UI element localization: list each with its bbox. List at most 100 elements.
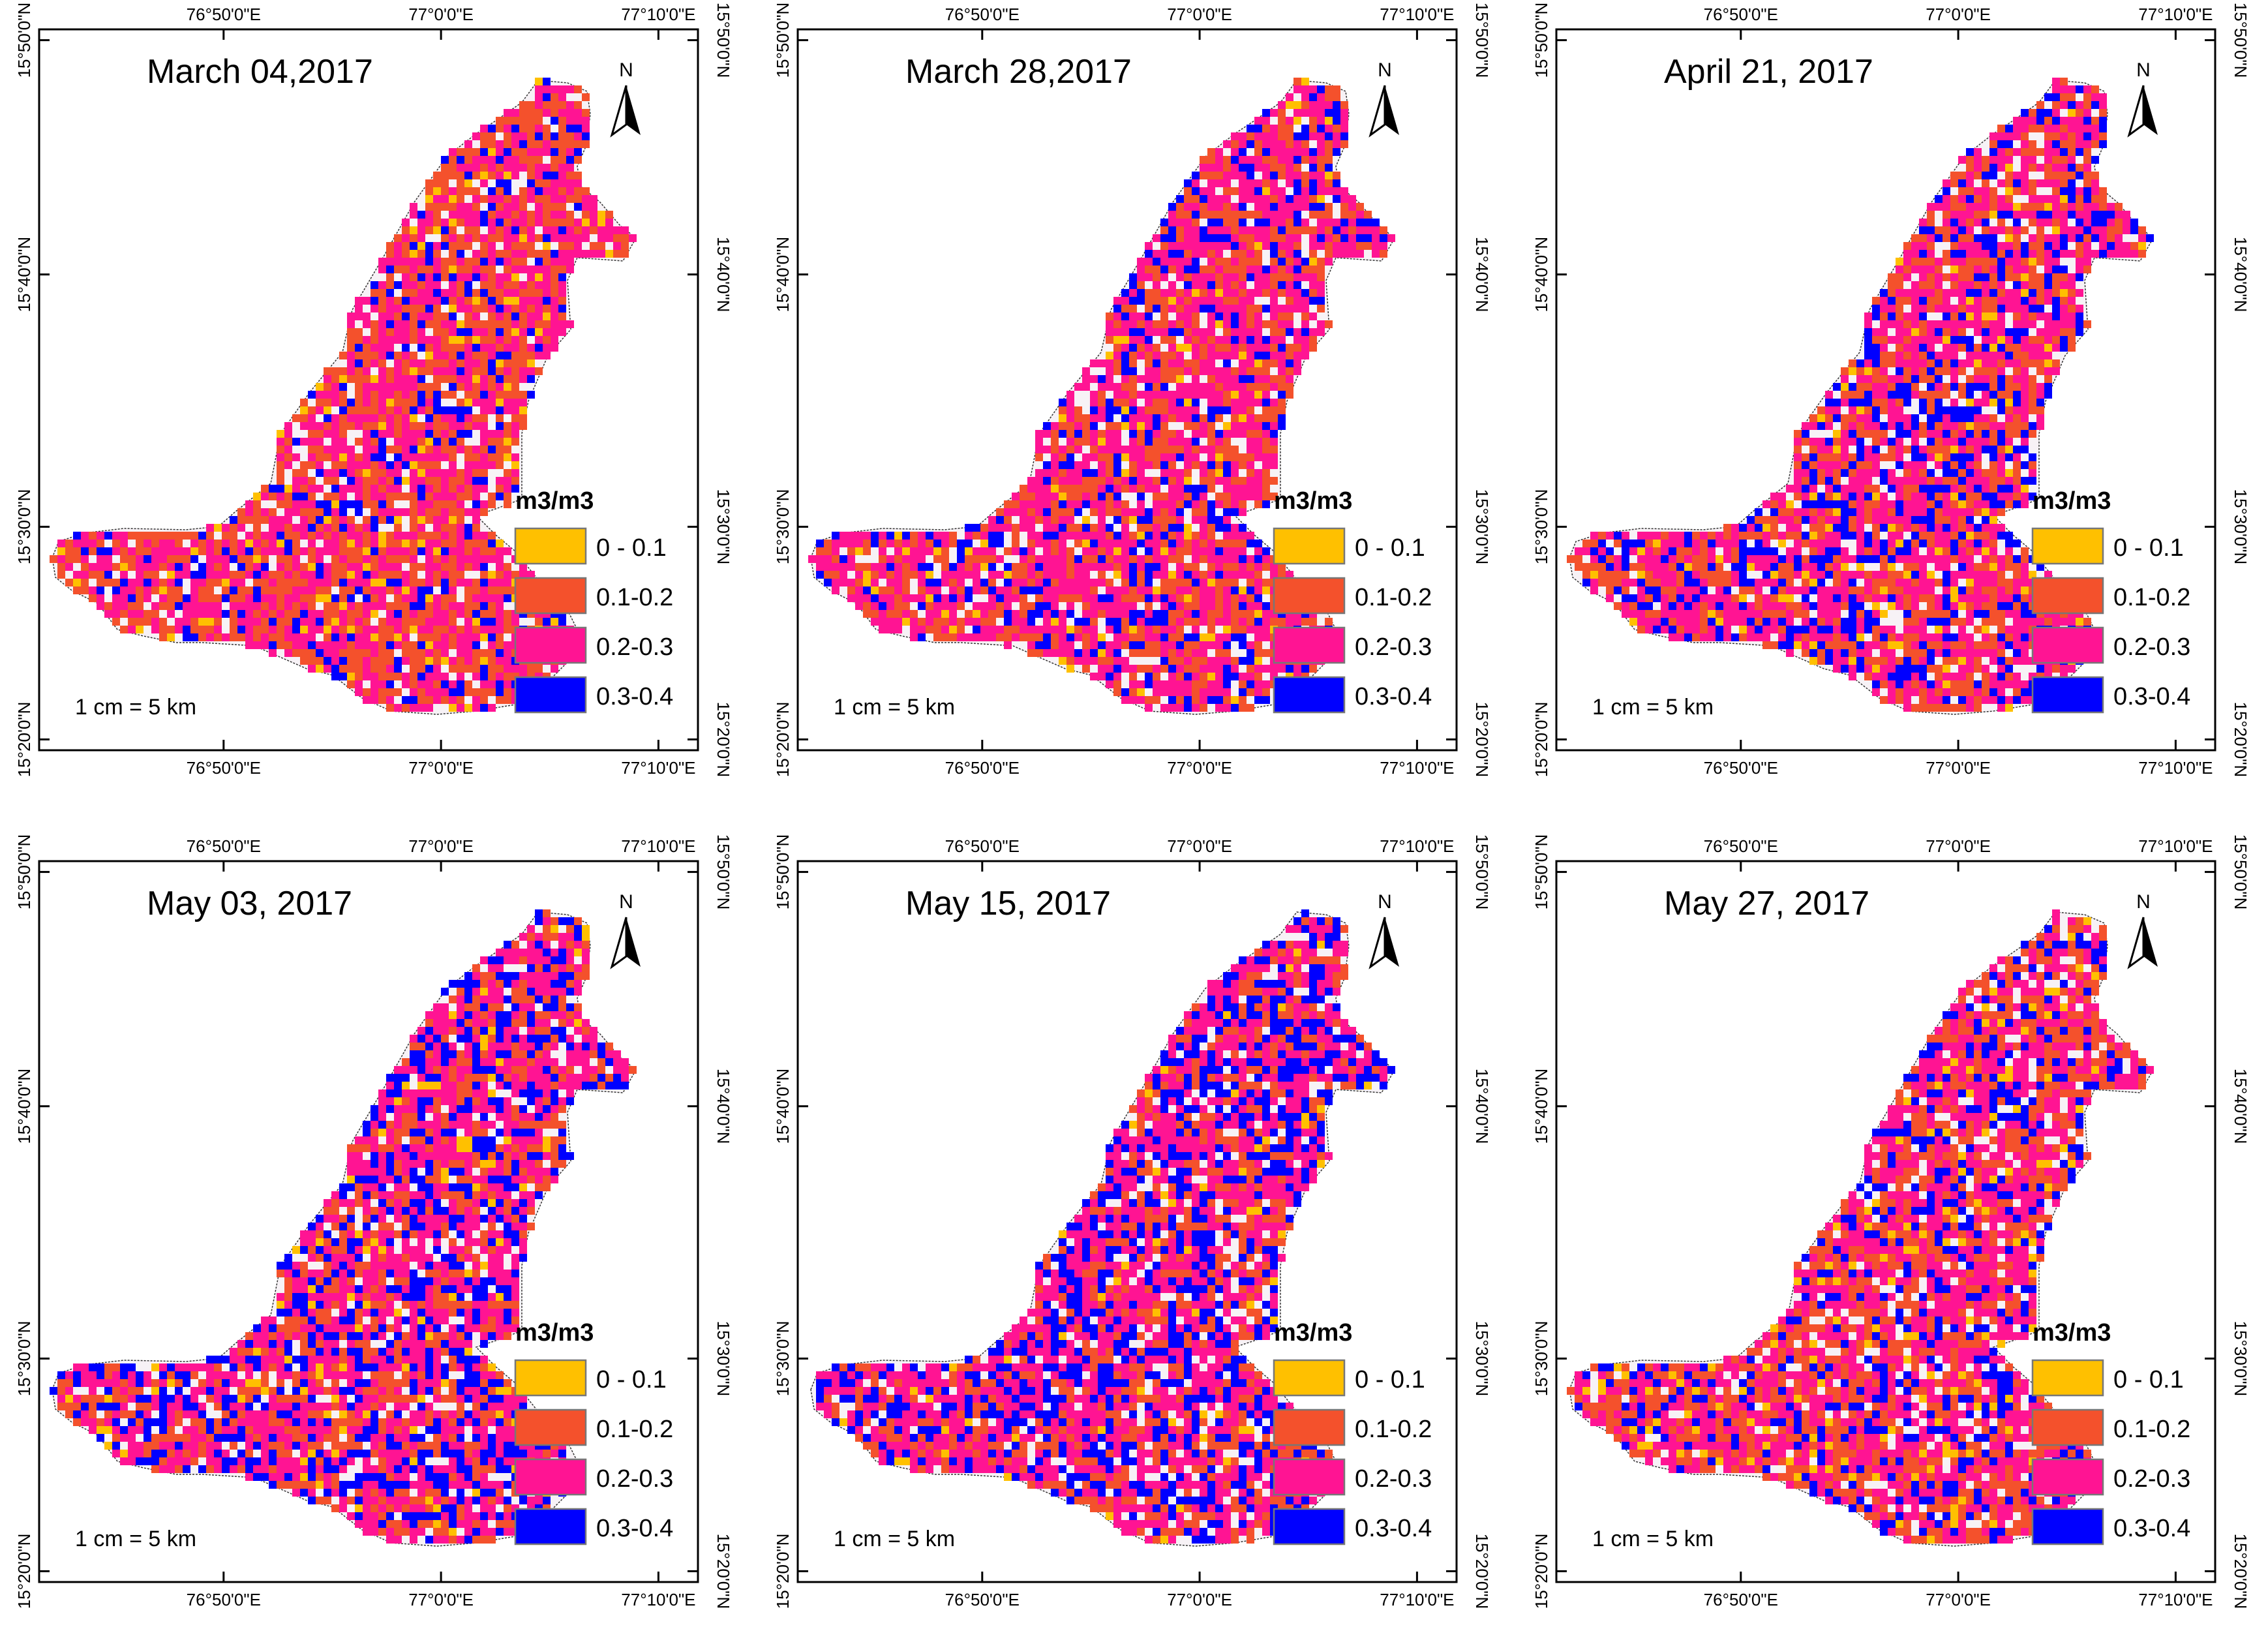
moisture-pixel <box>1239 359 1247 367</box>
moisture-pixel <box>1129 367 1137 375</box>
moisture-pixel <box>863 532 871 540</box>
moisture-pixel <box>1286 266 1293 273</box>
moisture-pixel <box>331 594 339 602</box>
moisture-pixel <box>1160 250 1168 258</box>
moisture-pixel <box>2083 101 2091 109</box>
moisture-pixel <box>269 626 277 633</box>
moisture-pixel <box>480 305 488 312</box>
moisture-pixel <box>535 273 543 281</box>
moisture-pixel <box>1247 610 1254 618</box>
moisture-pixel <box>472 266 480 273</box>
moisture-pixel <box>504 219 511 226</box>
moisture-pixel <box>402 242 410 250</box>
moisture-pixel <box>378 532 386 540</box>
moisture-pixel <box>441 352 449 359</box>
moisture-pixel <box>1982 234 1989 242</box>
moisture-pixel <box>284 430 292 438</box>
moisture-pixel <box>449 258 457 266</box>
moisture-pixel <box>871 618 879 626</box>
moisture-pixel <box>292 571 300 579</box>
moisture-pixel <box>441 328 449 336</box>
moisture-pixel <box>1207 610 1215 618</box>
moisture-pixel <box>1074 649 1082 657</box>
moisture-pixel <box>855 579 863 586</box>
moisture-pixel <box>488 610 496 618</box>
moisture-pixel <box>1004 610 1012 618</box>
moisture-pixel <box>472 633 480 641</box>
moisture-pixel <box>1215 680 1223 688</box>
moisture-pixel <box>433 516 441 524</box>
moisture-pixel <box>2068 195 2076 203</box>
moisture-pixel <box>1215 579 1223 586</box>
moisture-pixel <box>2029 234 2036 242</box>
moisture-pixel <box>1121 579 1129 586</box>
moisture-pixel <box>1035 571 1043 579</box>
moisture-pixel <box>1356 242 1364 250</box>
moisture-pixel <box>464 367 472 375</box>
moisture-pixel <box>1066 453 1074 461</box>
moisture-pixel <box>433 359 441 367</box>
moisture-pixel <box>1254 430 1262 438</box>
moisture-pixel <box>347 477 355 485</box>
moisture-pixel <box>457 187 464 195</box>
moisture-pixel <box>488 297 496 305</box>
moisture-pixel <box>339 633 347 641</box>
moisture-pixel <box>1176 641 1184 649</box>
moisture-pixel <box>316 391 324 399</box>
moisture-pixel <box>1997 156 2005 164</box>
moisture-pixel <box>370 688 378 696</box>
moisture-pixel <box>316 461 324 469</box>
moisture-pixel <box>1247 680 1254 688</box>
moisture-pixel <box>2099 125 2107 132</box>
moisture-pixel <box>457 493 464 500</box>
moisture-pixel <box>386 649 394 657</box>
moisture-pixel <box>1192 594 1200 602</box>
moisture-pixel <box>511 438 519 446</box>
moisture-pixel <box>527 101 535 109</box>
moisture-pixel <box>198 633 206 641</box>
moisture-pixel <box>1207 469 1215 477</box>
moisture-pixel <box>496 391 504 399</box>
moisture-pixel <box>597 211 605 219</box>
moisture-pixel <box>441 242 449 250</box>
moisture-pixel <box>230 602 237 610</box>
moisture-pixel <box>871 579 879 586</box>
moisture-pixel <box>871 602 879 610</box>
moisture-pixel <box>496 234 504 242</box>
moisture-pixel <box>1035 641 1043 649</box>
moisture-pixel <box>1035 438 1043 446</box>
moisture-pixel <box>1239 179 1247 187</box>
moisture-pixel <box>378 399 386 406</box>
moisture-pixel <box>1113 438 1121 446</box>
moisture-pixel <box>441 586 449 594</box>
moisture-pixel <box>1184 273 1192 281</box>
moisture-pixel <box>1074 383 1082 391</box>
moisture-pixel <box>1066 438 1074 446</box>
moisture-pixel <box>1113 657 1121 665</box>
moisture-pixel <box>1098 477 1106 485</box>
moisture-pixel <box>2036 234 2044 242</box>
moisture-pixel <box>996 540 1004 547</box>
moisture-pixel <box>527 352 535 359</box>
moisture-pixel <box>339 571 347 579</box>
latitude-label-right: 15°20'0"N <box>714 702 733 778</box>
moisture-pixel <box>1192 414 1200 422</box>
moisture-pixel <box>1254 641 1262 649</box>
moisture-pixel <box>1262 179 1270 187</box>
moisture-pixel <box>1004 500 1012 508</box>
moisture-pixel <box>1066 399 1074 406</box>
moisture-pixel <box>551 140 558 148</box>
moisture-pixel <box>527 211 535 219</box>
moisture-pixel <box>543 273 551 281</box>
moisture-pixel <box>1027 555 1035 563</box>
moisture-pixel <box>2068 148 2076 156</box>
moisture-pixel <box>1215 399 1223 406</box>
moisture-pixel <box>1200 422 1207 430</box>
moisture-pixel <box>1262 242 1270 250</box>
moisture-pixel <box>464 187 472 195</box>
moisture-pixel <box>1270 422 1278 430</box>
moisture-pixel <box>558 172 566 179</box>
moisture-pixel <box>1254 563 1262 571</box>
moisture-pixel <box>949 540 957 547</box>
moisture-pixel <box>1239 453 1247 461</box>
